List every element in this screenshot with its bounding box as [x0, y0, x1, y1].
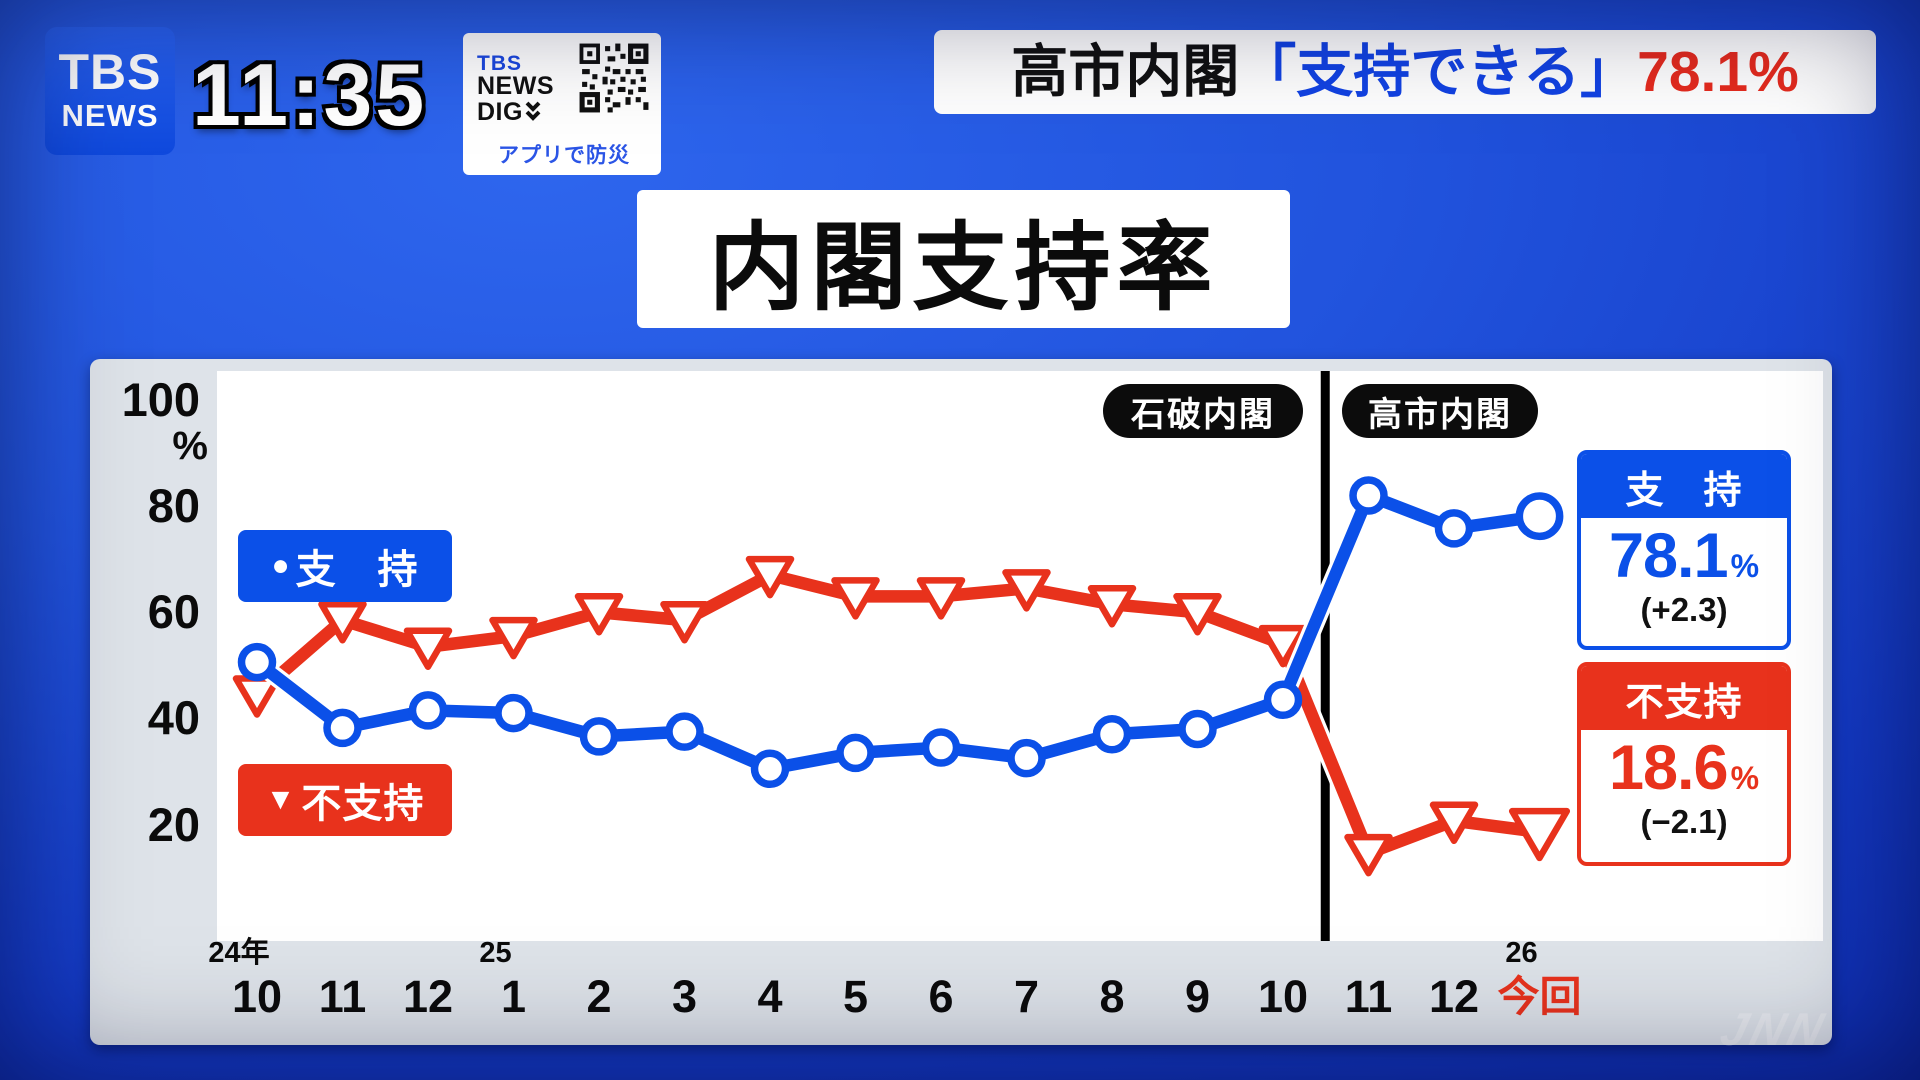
x-tick-label: 今回	[1497, 973, 1582, 1020]
dig-brand-dig: DIG	[477, 99, 554, 125]
x-tick-label: 3	[671, 971, 698, 1022]
legend-approve-label: 支 持	[295, 548, 419, 592]
x-tick-label: 12	[402, 971, 454, 1022]
x-tick-label: 8	[1099, 971, 1125, 1022]
y-tick-label: 100	[121, 373, 200, 426]
double-down-chevron-icon	[525, 102, 541, 122]
dig-tagline: アプリで防災	[498, 144, 630, 167]
x-tick-label: 11	[318, 971, 367, 1022]
stat-disapprove-change: (−2.1)	[1640, 803, 1728, 840]
chart-title: 内閣支持率	[708, 214, 1219, 322]
y-tick-label: 20	[147, 797, 200, 851]
tbs-news-logo: TBS NEWS	[45, 27, 175, 155]
x-tick-label: 10	[231, 971, 283, 1022]
broadcast-clock: 11:35	[192, 45, 428, 144]
era-label-takaichi: 高市内閣	[1342, 384, 1538, 438]
stat-disapprove-header: 不支持	[1581, 666, 1787, 730]
headline-quote: 「支持できる」	[1239, 39, 1638, 104]
year-label: 24年	[208, 937, 270, 969]
era-label-ishiba: 石破内閣	[1103, 384, 1303, 438]
stat-disapprove-unit: %	[1730, 760, 1760, 796]
y-tick-label: 40	[147, 691, 200, 745]
x-tick-label: 5	[842, 971, 869, 1022]
dig-badge-row: TBS NEWS DIG	[477, 41, 651, 137]
x-tick-label: 11	[1344, 971, 1393, 1022]
dig-brand-news: NEWS	[477, 71, 554, 100]
year-label: 25	[479, 937, 512, 969]
headline-cabinet: 高市内閣	[1011, 39, 1240, 104]
stat-approve-change: (+2.3)	[1640, 591, 1728, 628]
headline-banner: 高市内閣 「支持できる」 78.1%	[934, 30, 1876, 114]
stat-disapprove-number: 18.6 %	[1581, 732, 1787, 804]
triangle-marker-icon: ▼	[265, 783, 296, 816]
x-tick-label: 9	[1184, 971, 1211, 1022]
stat-approve-number: 78.1 %	[1581, 520, 1787, 592]
x-tick-label: 2	[586, 971, 612, 1022]
stat-approve-value: 78.1	[1608, 521, 1729, 591]
circle-marker-icon: ●	[271, 549, 290, 582]
dig-brand-text: TBS NEWS DIG	[477, 41, 554, 137]
dig-brand-tbs: TBS	[477, 51, 522, 75]
year-label: 26	[1505, 937, 1538, 969]
y-tick-label: 60	[147, 585, 200, 639]
legend-approve: ● 支 持	[238, 530, 452, 602]
tbs-logo-news-text: NEWS	[61, 97, 159, 133]
stat-box-disapprove: 不支持 18.6 % (−2.1)	[1577, 662, 1791, 866]
stat-disapprove-value: 18.6	[1608, 733, 1729, 803]
stat-box-approve: 支 持 78.1 % (+2.3)	[1577, 450, 1791, 650]
y-tick-label: 80	[147, 479, 200, 533]
stat-approve-unit: %	[1730, 548, 1760, 584]
tbs-logo-text: TBS	[58, 43, 162, 100]
x-tick-label: 12	[1428, 971, 1480, 1022]
dig-brand-dig-text: DIG	[477, 97, 523, 126]
headline-value: 78.1%	[1637, 39, 1799, 104]
chart-title-box: 内閣支持率	[637, 190, 1290, 328]
qr-code	[577, 41, 651, 115]
x-tick-label: 10	[1257, 971, 1309, 1022]
stat-approve-header: 支 持	[1581, 454, 1787, 518]
y-axis-unit: %	[172, 424, 208, 468]
x-tick-label: 6	[928, 971, 954, 1022]
legend-disapprove: ▼ 不支持	[238, 764, 452, 836]
legend-disapprove-label: 不支持	[301, 782, 425, 826]
x-tick-label: 1	[500, 971, 527, 1022]
jnn-watermark: JNN	[1715, 1003, 1833, 1055]
tbs-news-dig-badge: TBS NEWS DIG	[463, 33, 661, 175]
x-tick-label: 7	[1013, 971, 1040, 1022]
x-tick-label: 4	[757, 971, 783, 1022]
